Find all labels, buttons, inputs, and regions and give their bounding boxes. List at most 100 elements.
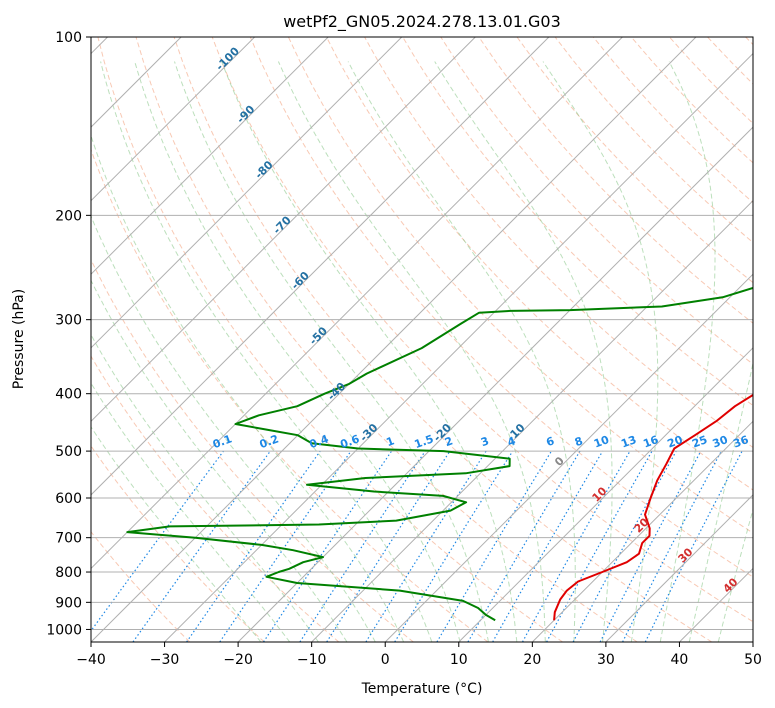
dry-adiabat [91,531,191,642]
moist-adiabat [542,61,659,642]
isotherm-gridline [91,37,329,275]
isotherm-gridline [91,37,476,423]
moist-adiabat [100,61,433,642]
moist-adiabat [174,61,489,642]
y-tick-label: 100 [55,30,82,46]
isotherm-gridline [531,420,753,642]
moist-adiabat [91,279,348,642]
moist-adiabat [134,61,461,642]
mixing-ratio-line [394,450,514,642]
isotherm-label: -50 [307,324,330,347]
mixing-ratio-line [644,450,743,642]
x-tick-label: −10 [297,652,327,668]
profiles [126,286,753,622]
y-tick-label: 900 [55,595,82,611]
dry-adiabat [91,445,265,642]
y-tick-label: 400 [55,387,82,403]
mixing-ratio-label: 8 [573,434,585,449]
moist-adiabat [91,134,405,642]
x-tick-label: 0 [381,652,390,668]
mixing-ratio-label: 16 [641,433,660,451]
isotherm-label: -80 [252,158,275,181]
dry-adiabat [440,37,753,365]
isotherm-gridline [164,52,753,642]
dry-adiabat [249,37,753,578]
mixing-ratio-label: 20 [666,433,685,451]
mixing-ratio-line [262,450,392,642]
y-tick-label: 1000 [46,622,82,638]
mixing-ratio-line [622,450,722,642]
moist-adiabat [91,382,291,642]
dry-adiabat [135,37,638,642]
dry-adiabat [326,37,753,491]
y-axis-ticks: 100 200 300 400 500 600 700 800 900 1000 [46,30,91,638]
isotherm-gridline [679,567,753,642]
isotherm-gridline [384,273,753,642]
isotherm-gridline [91,37,550,496]
x-tick-label: 40 [671,652,689,668]
moist-adiabat [91,426,262,642]
isotherm-label: -90 [234,103,257,126]
x-tick-label: 50 [744,652,762,668]
moist-adiabat-label: 10 [590,484,610,504]
line-annotations: -100-90-80-70-60-50-40-30 -20 -100.1 0.2 0.4… [211,44,751,595]
isotherm-label: -70 [271,213,294,236]
mixing-ratio-label: 13 [619,433,638,450]
isotherm-label: -60 [289,269,312,292]
moist-adiabat [434,61,613,642]
grid-lines [91,37,753,642]
mixing-ratio-line [521,450,631,642]
mixing-ratio-label: 0.6 [338,432,361,451]
plot-frame [90,36,754,643]
mixing-ratio-label: 0.1 [211,432,234,451]
mixing-ratio-line [132,450,271,642]
y-tick-label: 800 [55,565,82,581]
dry-adiabat [91,355,340,642]
mixing-ratio-label: 2 [443,434,455,449]
mixing-ratio-line [436,450,553,642]
mixing-ratio-label: 10 [592,433,611,451]
moist-adiabat-label: 30 [676,545,696,565]
y-tick-label: 500 [55,444,82,460]
isotherm-gridline [752,641,753,642]
mixing-ratio-line [91,450,224,632]
moist-adiabat-label: 40 [721,575,741,595]
moist-adiabat [659,61,716,642]
x-tick-label: −20 [223,652,253,668]
mixing-ratio-label: 25 [690,433,709,450]
dry-adiabat [91,148,489,642]
dry-adiabat [211,37,753,623]
x-tick-label: 30 [597,652,615,668]
dry-adiabat [554,37,753,244]
y-tick-label: 600 [55,491,82,507]
isotherm-label: -30 [357,421,380,444]
dry-adiabat [745,37,753,46]
isotherm-label: -100 [213,44,242,73]
moist-adiabat [717,507,753,642]
moist-adiabat [91,214,376,642]
mixing-ratio-line [326,450,451,642]
mixing-ratio-label: 4 [506,434,518,449]
y-tick-label: 700 [55,531,82,547]
dry-adiabat [402,37,753,407]
mixing-ratio-label: 1 [385,434,397,449]
isotherm-gridline [91,37,256,202]
dry-adiabat [707,37,753,85]
mixing-ratio-label: 1.5 [413,432,436,451]
isotherm-gridline [458,347,753,642]
mixing-ratio-line [546,450,653,642]
dewpoint-profile [126,286,753,622]
x-tick-label: 20 [523,652,541,668]
mixing-ratio-label: 30 [711,433,730,451]
isotherm-gridline [91,37,623,570]
dry-adiabat [97,37,563,642]
mixing-ratio-line [572,450,677,642]
mixing-ratio-line [299,450,426,642]
mixing-ratio-label: 3 [479,434,491,449]
isotherm-gridline [237,126,753,642]
y-tick-label: 200 [55,208,82,224]
x-tick-label: 10 [450,652,468,668]
moist-adiabat [91,333,319,642]
isotherm-gridline [605,494,753,642]
